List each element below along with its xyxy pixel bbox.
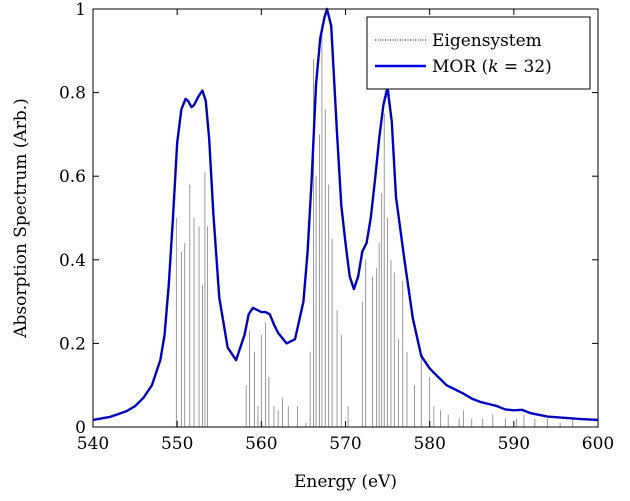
- x-tick-label: 600: [582, 434, 614, 454]
- axis-ticks: 540 550 560 570 580 590 600 0 0.2 0.4 0.6 0.8 1: [59, 0, 614, 454]
- x-tick-label: 590: [498, 434, 530, 454]
- eigenvalue-sticks: [175, 29, 574, 427]
- y-tick-label: 0: [75, 418, 86, 438]
- y-axis-label: Absorption Spectrum (Arb.): [11, 98, 31, 338]
- legend-mor-label-prefix: MOR (: [432, 57, 488, 77]
- y-tick-label: 0.2: [59, 334, 86, 354]
- x-axis-label: Energy (eV): [294, 472, 397, 492]
- y-tick-label: 0.6: [59, 167, 86, 187]
- legend-mor-label: MOR (k = 32): [432, 57, 552, 77]
- x-tick-label: 550: [161, 434, 193, 454]
- x-tick-label: 540: [77, 434, 109, 454]
- eigensystem-series-line: [92, 7, 599, 421]
- legend-mor-label-var: k: [488, 57, 498, 77]
- y-tick-label: 0.4: [59, 251, 86, 271]
- x-tick-label: 560: [245, 434, 277, 454]
- x-tick-label: 570: [329, 434, 361, 454]
- legend-mor-label-suffix: = 32): [499, 57, 552, 77]
- series-lines: [92, 7, 599, 422]
- y-tick-label: 0.8: [59, 84, 86, 104]
- legend: Eigensystem MOR (k = 32): [366, 16, 591, 90]
- legend-box: [366, 16, 591, 90]
- legend-eigensystem-label: Eigensystem: [432, 31, 542, 51]
- y-tick-label: 1: [75, 0, 86, 20]
- x-tick-label: 580: [413, 434, 445, 454]
